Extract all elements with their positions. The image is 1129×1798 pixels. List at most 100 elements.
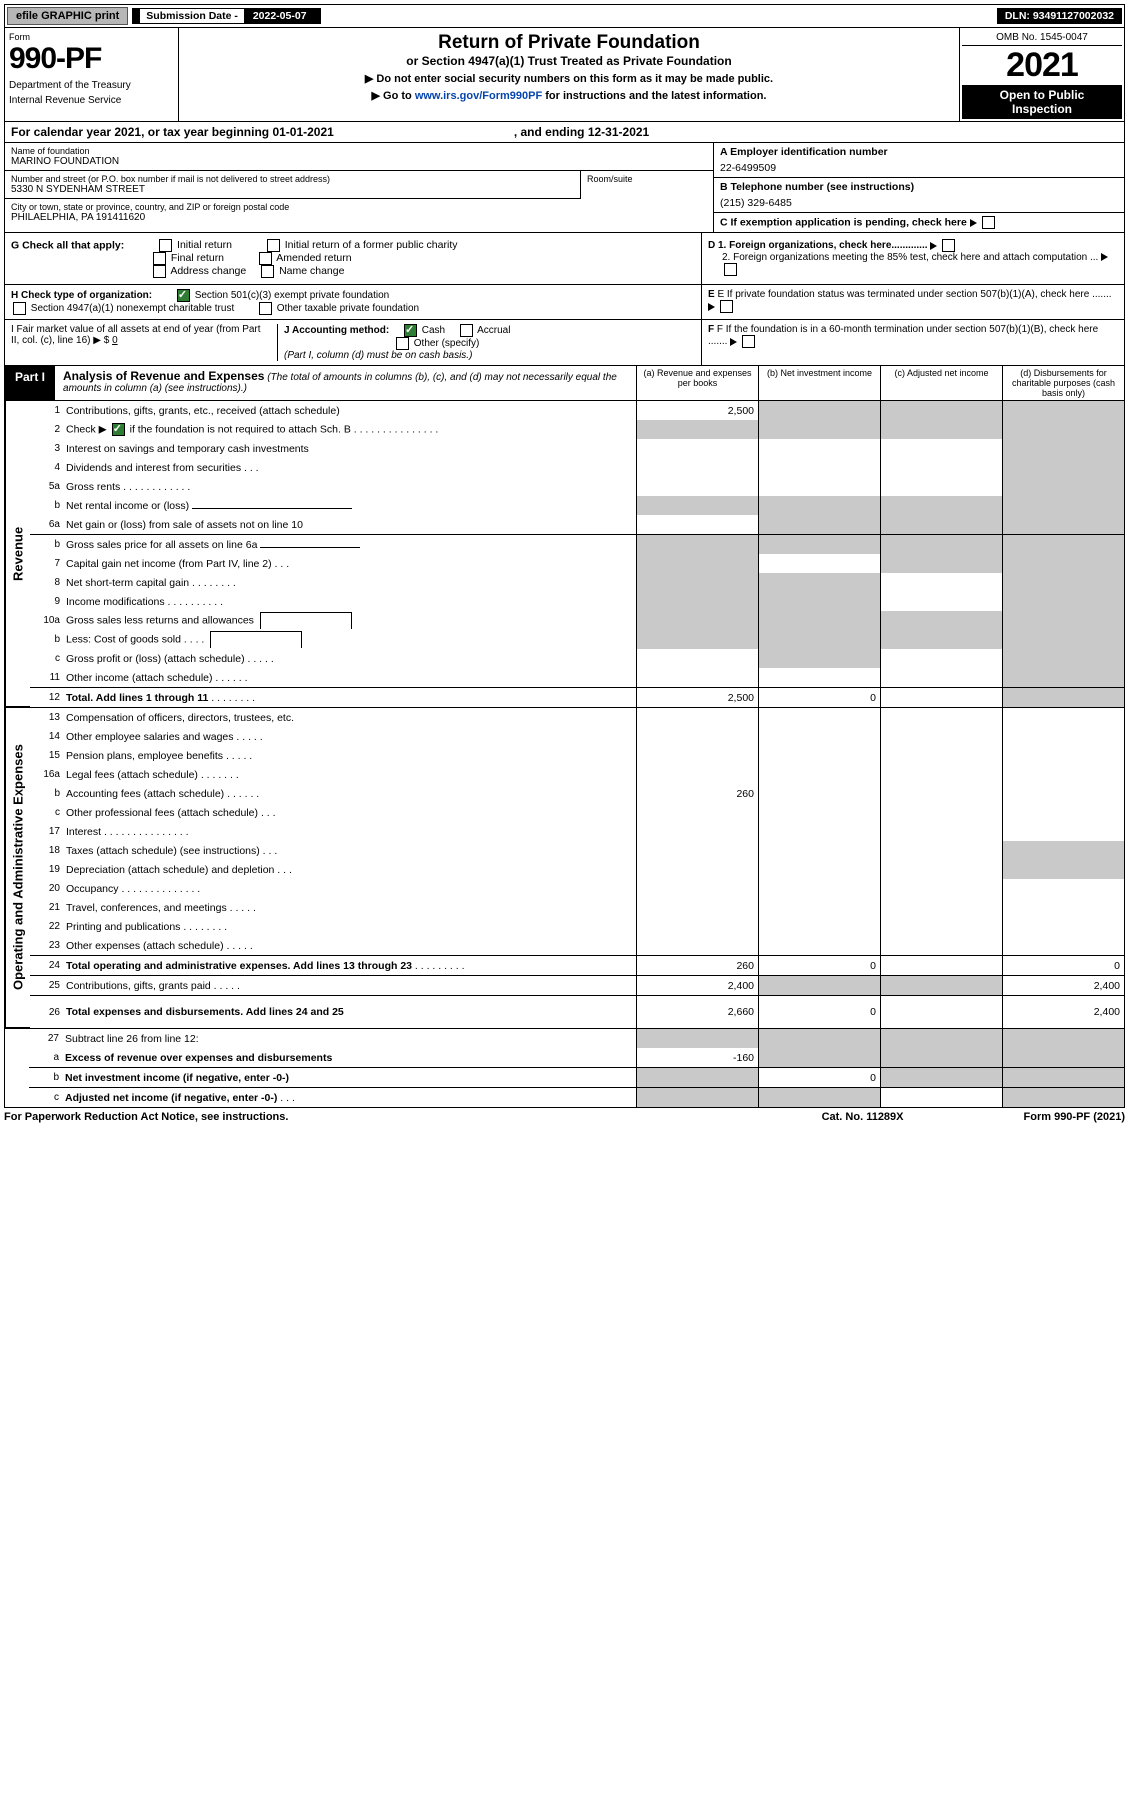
irs-link[interactable]: www.irs.gov/Form990PF (415, 90, 542, 102)
street-address: 5330 N SYDENHAM STREET (11, 184, 574, 195)
arrow-icon (930, 242, 937, 250)
arrow-icon (970, 219, 977, 227)
checkbox-name-change[interactable] (261, 265, 274, 278)
line-12-a: 2,500 (636, 688, 758, 707)
line-22: Printing and publications . . . . . . . … (66, 920, 636, 934)
line-21: Travel, conferences, and meetings . . . … (66, 901, 636, 915)
line-1: Contributions, gifts, grants, etc., rece… (66, 404, 636, 418)
checkbox-other-method[interactable] (396, 337, 409, 350)
line-6a: Net gain or (loss) from sale of assets n… (66, 518, 636, 532)
top-bar: efile GRAPHIC print Submission Date - 20… (4, 4, 1125, 28)
line-13: Compensation of officers, directors, tru… (66, 711, 636, 725)
header-right: OMB No. 1545-0047 2021 Open to Public In… (959, 28, 1124, 121)
dept-irs: Internal Revenue Service (9, 95, 174, 106)
checkbox-final-return[interactable] (153, 252, 166, 265)
line-27c: Adjusted net income (if negative, enter … (65, 1091, 636, 1105)
line-10a: Gross sales less returns and allowances (66, 611, 636, 630)
line-16b-a: 260 (636, 784, 758, 803)
line-24-d: 0 (1002, 956, 1124, 975)
city-state-zip: PHILAELPHIA, PA 191411620 (11, 212, 707, 223)
line-7: Capital gain net income (from Part IV, l… (66, 557, 636, 571)
city-cell: City or town, state or province, country… (5, 199, 713, 226)
d-checks: D 1. Foreign organizations, check here..… (701, 233, 1124, 284)
ein: 22-6499509 (720, 158, 1118, 174)
form-subtitle: or Section 4947(a)(1) Trust Treated as P… (187, 54, 951, 68)
checkbox-c[interactable] (982, 216, 995, 229)
line-1-a: 2,500 (636, 401, 758, 420)
room-suite-label: Room/suite (581, 171, 713, 199)
part-i-label: Part I (5, 366, 55, 400)
col-b-header: (b) Net investment income (758, 366, 880, 400)
line-11: Other income (attach schedule) . . . . .… (66, 671, 636, 685)
line-14: Other employee salaries and wages . . . … (66, 730, 636, 744)
line-27b-b: 0 (758, 1068, 880, 1087)
fmv-value: 0 (112, 335, 118, 346)
col-d-header: (d) Disbursements for charitable purpose… (1002, 366, 1124, 400)
checkbox-e[interactable] (720, 300, 733, 313)
line-16a: Legal fees (attach schedule) . . . . . .… (66, 768, 636, 782)
checkbox-address-change[interactable] (153, 265, 166, 278)
line-16b: Accounting fees (attach schedule) . . . … (66, 787, 636, 801)
checkbox-f[interactable] (742, 335, 755, 348)
part-i-title: Analysis of Revenue and Expenses (The to… (55, 366, 636, 400)
footer-cat: Cat. No. 11289X (822, 1111, 904, 1123)
street-address-cell: Number and street (or P.O. box number if… (5, 171, 581, 199)
phone-cell: B Telephone number (see instructions) (2… (714, 178, 1124, 213)
part-i-header: Part I Analysis of Revenue and Expenses … (4, 366, 1125, 401)
checkbox-amended[interactable] (259, 252, 272, 265)
line-18: Taxes (attach schedule) (see instruction… (66, 844, 636, 858)
checkbox-initial-return[interactable] (159, 239, 172, 252)
line-25: Contributions, gifts, grants paid . . . … (66, 979, 636, 993)
entity-info: Name of foundation MARINO FOUNDATION Num… (4, 143, 1125, 233)
line-17: Interest . . . . . . . . . . . . . . . (66, 825, 636, 839)
checkbox-d2[interactable] (724, 263, 737, 276)
checkbox-501c3[interactable] (177, 289, 190, 302)
checkbox-initial-former[interactable] (267, 239, 280, 252)
foundation-name: MARINO FOUNDATION (11, 156, 707, 167)
line-26-a: 2,660 (636, 996, 758, 1028)
line-3: Interest on savings and temporary cash i… (66, 442, 636, 456)
checkbox-other-taxable[interactable] (259, 302, 272, 315)
expenses-side-label: Operating and Administrative Expenses (5, 708, 30, 1028)
line-5b: Net rental income or (loss) (66, 499, 636, 513)
line-25-d: 2,400 (1002, 976, 1124, 995)
line-27-section: 27Subtract line 26 from line 12: aExcess… (4, 1029, 1125, 1108)
checkbox-cash[interactable] (404, 324, 417, 337)
arrow-icon (708, 303, 715, 311)
submission-date: Submission Date - 2022-05-07 (132, 8, 320, 24)
checkbox-accrual[interactable] (460, 324, 473, 337)
line-24-a: 260 (636, 956, 758, 975)
checkbox-sch-b[interactable] (112, 423, 125, 436)
open-to-public: Open to Public Inspection (962, 85, 1122, 119)
g-checks: G Check all that apply: Initial return I… (11, 239, 695, 278)
calendar-year-row: For calendar year 2021, or tax year begi… (4, 122, 1125, 143)
line-9: Income modifications . . . . . . . . . . (66, 595, 636, 609)
checkbox-4947[interactable] (13, 302, 26, 315)
arrow-icon (1101, 253, 1108, 261)
submission-date-value: 2022-05-07 (247, 9, 313, 23)
efile-print-button[interactable]: efile GRAPHIC print (7, 7, 128, 25)
form-note-link: ▶ Go to www.irs.gov/Form990PF for instru… (187, 89, 951, 102)
i-j-f-row: I Fair market value of all assets at end… (4, 320, 1125, 366)
checkbox-d1[interactable] (942, 239, 955, 252)
line-26-d: 2,400 (1002, 996, 1124, 1028)
revenue-section: Revenue 1Contributions, gifts, grants, e… (4, 401, 1125, 708)
line-15: Pension plans, employee benefits . . . .… (66, 749, 636, 763)
line-5a: Gross rents . . . . . . . . . . . . (66, 480, 636, 494)
ein-cell: A Employer identification number 22-6499… (714, 143, 1124, 178)
line-12-b: 0 (758, 688, 880, 707)
line-10b: Less: Cost of goods sold . . . . (66, 630, 636, 649)
line-2: Check ▶ if the foundation is not require… (66, 422, 636, 437)
footer-left: For Paperwork Reduction Act Notice, see … (4, 1111, 288, 1123)
line-19: Depreciation (attach schedule) and deple… (66, 863, 636, 877)
footer-form: Form 990-PF (2021) (1024, 1111, 1125, 1123)
line-25-a: 2,400 (636, 976, 758, 995)
h-e-row: H Check type of organization: Section 50… (4, 285, 1125, 320)
tax-year: 2021 (962, 46, 1122, 85)
line-26: Total expenses and disbursements. Add li… (66, 1005, 636, 1019)
page-footer: For Paperwork Reduction Act Notice, see … (4, 1108, 1125, 1123)
col-a-header: (a) Revenue and expenses per books (636, 366, 758, 400)
form-title: Return of Private Foundation (187, 32, 951, 54)
line-6b: Gross sales price for all assets on line… (66, 538, 636, 552)
form-number: 990-PF (9, 42, 174, 76)
